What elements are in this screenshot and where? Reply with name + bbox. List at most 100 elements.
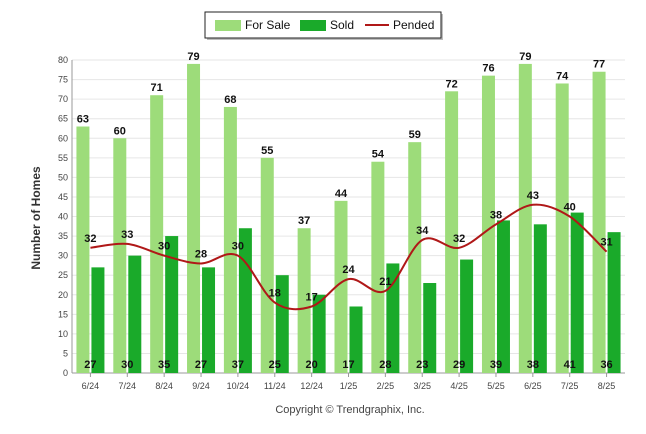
- y-tick-label: 35: [58, 231, 68, 241]
- for-sale-bar: [334, 200, 348, 373]
- pended-value-label: 17: [306, 291, 318, 303]
- pended-value-label: 28: [195, 248, 207, 260]
- x-tick-label: 11/24: [264, 381, 286, 391]
- pended-value-label: 30: [232, 241, 244, 253]
- pended-value-label: 38: [490, 209, 502, 221]
- for-sale-value-label: 74: [556, 70, 569, 82]
- for-sale-value-label: 71: [151, 82, 163, 94]
- y-tick-label: 5: [63, 348, 68, 358]
- sold-value-label: 28: [379, 359, 391, 371]
- x-tick-label: 4/25: [450, 381, 468, 391]
- y-tick-label: 60: [58, 133, 68, 143]
- copyright-text: Copyright © Trendgraphix, Inc.: [275, 404, 424, 416]
- for-sale-value-label: 79: [519, 51, 531, 63]
- y-tick-label: 40: [58, 212, 68, 222]
- sold-value-label: 27: [195, 359, 207, 371]
- y-tick-label: 25: [58, 270, 68, 280]
- sold-value-label: 30: [121, 359, 133, 371]
- for-sale-value-label: 60: [114, 125, 126, 137]
- y-tick-label: 50: [58, 172, 68, 182]
- x-tick-label: 6/25: [524, 381, 542, 391]
- sold-bar: [238, 228, 252, 373]
- for-sale-bar: [76, 126, 90, 373]
- x-tick-label: 7/24: [119, 381, 137, 391]
- y-tick-label: 30: [58, 251, 68, 261]
- y-tick-label: 45: [58, 192, 68, 202]
- for-sale-bar: [592, 71, 606, 374]
- grid-lines: [72, 59, 625, 374]
- legend-label-for-sale: For Sale: [245, 18, 291, 32]
- legend-label-pended: Pended: [393, 18, 434, 32]
- x-tick-label: 3/25: [413, 381, 431, 391]
- for-sale-value-label: 37: [298, 215, 310, 227]
- y-axis-label: Number of Homes: [29, 166, 43, 270]
- for-sale-value-label: 63: [77, 114, 89, 126]
- x-tick-label: 9/24: [192, 381, 210, 391]
- sold-value-label: 37: [232, 359, 244, 371]
- bars: [76, 63, 621, 374]
- pended-value-label: 31: [600, 237, 612, 249]
- pended-value-label: 21: [379, 276, 391, 288]
- pended-value-label: 24: [342, 264, 355, 276]
- x-tick-label: 12/24: [300, 381, 323, 391]
- pended-value-label: 32: [84, 233, 96, 245]
- x-tick-label: 8/25: [598, 381, 616, 391]
- pended-value-label: 43: [527, 190, 539, 202]
- data-labels: 63 27 60 30 71 35 79 27 68 37 55 25 37 20 44 17 54 28 59 23…: [77, 51, 613, 371]
- sold-bar: [128, 255, 142, 373]
- for-sale-value-label: 54: [372, 149, 385, 161]
- for-sale-value-label: 68: [224, 94, 236, 106]
- axes: 0 5 10 15 20 25 30 35 40 45 50 55 60 65 70 75 80 6/24 7/24…: [58, 55, 625, 391]
- pended-value-label: 34: [416, 225, 429, 237]
- sold-bar: [570, 212, 584, 373]
- sold-bar: [386, 263, 400, 373]
- sold-bar: [607, 232, 621, 373]
- legend-swatch-sold: [300, 20, 326, 31]
- sold-value-label: 25: [269, 359, 281, 371]
- sold-bar: [423, 283, 437, 373]
- x-tick-label: 6/24: [82, 381, 100, 391]
- sold-bar: [496, 220, 510, 373]
- for-sale-bar: [113, 138, 127, 373]
- sold-bar: [312, 294, 326, 373]
- y-tick-label: 55: [58, 153, 68, 163]
- for-sale-value-label: 76: [482, 63, 494, 75]
- pended-value-label: 32: [453, 233, 465, 245]
- for-sale-bar: [297, 228, 311, 373]
- sold-value-label: 39: [490, 359, 502, 371]
- pended-value-label: 40: [564, 202, 576, 214]
- pended-value-label: 30: [158, 241, 170, 253]
- legend: For Sale Sold Pended: [204, 11, 443, 40]
- for-sale-value-label: 55: [261, 145, 273, 157]
- for-sale-bar: [481, 75, 495, 374]
- sold-bar: [91, 267, 105, 373]
- pended-line: [90, 203, 608, 311]
- for-sale-bar: [223, 106, 237, 373]
- sold-bar: [349, 306, 363, 373]
- sold-value-label: 20: [306, 359, 318, 371]
- for-sale-value-label: 44: [335, 188, 348, 200]
- y-tick-label: 70: [58, 94, 68, 104]
- sold-value-label: 38: [527, 359, 539, 371]
- y-tick-label: 0: [63, 368, 68, 378]
- y-tick-label: 65: [58, 114, 68, 124]
- for-sale-value-label: 59: [409, 129, 421, 141]
- x-tick-label: 5/25: [487, 381, 505, 391]
- y-tick-label: 80: [58, 55, 68, 65]
- legend-swatch-for-sale: [215, 20, 241, 31]
- for-sale-bar: [518, 63, 532, 373]
- for-sale-value-label: 72: [445, 78, 457, 90]
- for-sale-bar: [445, 91, 459, 374]
- legend-label-sold: Sold: [330, 18, 354, 32]
- pended-series-line: [90, 203, 608, 311]
- x-tick-label: 2/25: [377, 381, 395, 391]
- sold-bar: [202, 267, 216, 373]
- y-tick-label: 75: [58, 75, 68, 85]
- x-tick-label: 1/25: [340, 381, 358, 391]
- sold-value-label: 27: [84, 359, 96, 371]
- for-sale-bar: [371, 161, 385, 373]
- for-sale-bar: [187, 63, 201, 373]
- pended-value-label: 18: [269, 288, 281, 300]
- for-sale-value-label: 79: [187, 51, 199, 63]
